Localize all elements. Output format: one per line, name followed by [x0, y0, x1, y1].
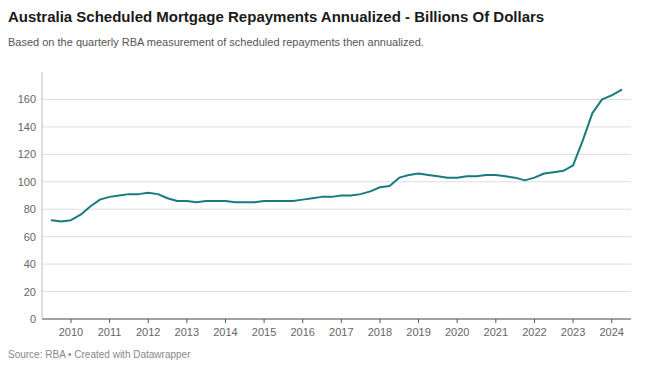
x-tick-label: 2012	[136, 326, 160, 338]
y-tick-label: 140	[18, 121, 36, 133]
x-tick	[225, 319, 226, 323]
grid-line	[42, 291, 631, 292]
grid-line	[42, 236, 631, 237]
chart: Australia Scheduled Mortgage Repayments …	[0, 0, 649, 365]
grid-line	[42, 209, 631, 210]
x-tick	[418, 319, 419, 323]
y-tick-label: 160	[18, 93, 36, 105]
y-tick-label: 120	[18, 148, 36, 160]
x-tick	[457, 319, 458, 323]
x-tick	[186, 319, 187, 323]
x-tick-label: 2022	[522, 326, 546, 338]
y-tick-label: 100	[18, 176, 36, 188]
x-tick-label: 2024	[599, 326, 623, 338]
subtitle: Based on the quarterly RBA measurement o…	[8, 36, 424, 48]
y-tick-label: 0	[30, 313, 36, 325]
source: Source: RBA • Created with Datawrapper	[8, 349, 191, 360]
x-tick	[341, 319, 342, 323]
x-tick-label: 2023	[561, 326, 585, 338]
grid-line	[42, 154, 631, 155]
x-tick	[148, 319, 149, 323]
x-tick	[379, 319, 380, 323]
x-tick	[611, 319, 612, 323]
plot-area	[52, 90, 622, 222]
x-tick-label: 2013	[175, 326, 199, 338]
grid-line	[42, 99, 631, 100]
x-axis-line	[42, 319, 631, 320]
grid-line	[42, 181, 631, 182]
y-grid	[42, 99, 631, 319]
x-tick	[534, 319, 535, 323]
x-tick-label: 2019	[406, 326, 430, 338]
x-tick	[302, 319, 303, 323]
data-line	[52, 90, 622, 222]
x-tick-label: 2016	[290, 326, 314, 338]
x-tick-label: 2014	[213, 326, 237, 338]
x-tick	[109, 319, 110, 323]
x-tick-label: 2015	[252, 326, 276, 338]
y-tick-label: 60	[24, 231, 36, 243]
x-tick	[264, 319, 265, 323]
grid-line	[42, 264, 631, 265]
y-tick-label: 80	[24, 203, 36, 215]
x-tick	[70, 319, 71, 323]
grid-line	[42, 126, 631, 127]
x-tick-label: 2010	[59, 326, 83, 338]
x-tick	[573, 319, 574, 323]
page: {"chart_data": { "type": "line", "title"…	[0, 0, 649, 365]
x-tick-label: 2021	[484, 326, 508, 338]
title: Australia Scheduled Mortgage Repayments …	[8, 8, 544, 25]
x-tick	[495, 319, 496, 323]
x-tick-label: 2011	[98, 326, 122, 338]
y-tick-label: 20	[24, 286, 36, 298]
x-tick-label: 2018	[368, 326, 392, 338]
y-tick-label: 40	[24, 258, 36, 270]
y-axis-line	[42, 72, 43, 319]
x-tick-label: 2017	[329, 326, 353, 338]
grid-line	[42, 319, 631, 320]
x-tick-label: 2020	[445, 326, 469, 338]
x-axis: 2010 2011 2012 2013 2014 2015 2016 2017 2018 2019…	[59, 319, 624, 338]
